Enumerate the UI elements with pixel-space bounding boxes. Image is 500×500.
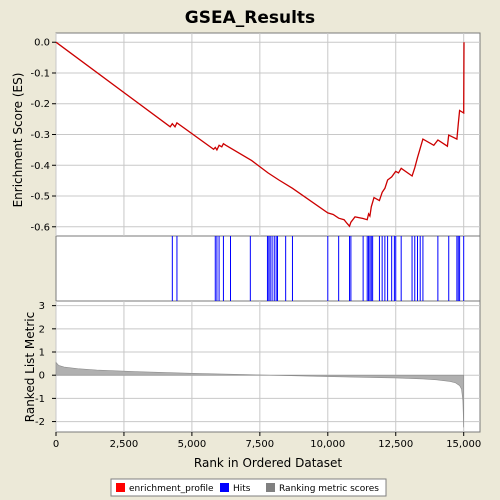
- legend-label-ranking-metric: Ranking metric scores: [279, 484, 379, 494]
- es-y-tick-label-1: -0.1: [30, 68, 50, 79]
- ranking-metric-area: [55, 361, 464, 428]
- legend-swatch-enrichment-profile: [116, 483, 125, 492]
- enrichment-profile-polyline: [55, 41, 465, 228]
- rank-y-axis: 3 2 1 0 -1 -2: [35, 301, 56, 428]
- hit-markers: [171, 236, 465, 301]
- legend: enrichment_profile Hits Ranking metric s…: [110, 478, 387, 497]
- x-tick-label-0: 0: [53, 439, 59, 450]
- rank-y-tick-label-4: -1: [35, 394, 45, 405]
- es-y-tick-label-5: -0.5: [30, 192, 50, 203]
- es-y-axis: 0.0 -0.1 -0.2 -0.3 -0.4 -0.5 -0.6: [30, 38, 56, 233]
- x-tick-label-5: 12,500: [378, 439, 413, 450]
- rank-y-tick-label-3: 0: [39, 371, 45, 382]
- x-tick-label-1: 2,500: [110, 439, 139, 450]
- es-y-tick-label-0: 0.0: [34, 38, 50, 49]
- x-axis-label: Rank in Ordered Dataset: [194, 456, 342, 470]
- rank-y-tick-label-0: 3: [39, 301, 45, 312]
- legend-box: [110, 478, 387, 497]
- x-tick-label-3: 7,500: [246, 439, 275, 450]
- x-tick-label-6: 15,000: [446, 439, 481, 450]
- x-axis: 0 2,500 5,000 7,500 10,000 12,500 15,000: [53, 432, 481, 450]
- x-tick-label-4: 10,000: [310, 439, 345, 450]
- hits-panel: [55, 235, 481, 302]
- enrichment-profile-line: [55, 41, 465, 228]
- legend-label-hits: Hits: [233, 484, 251, 494]
- es-y-tick-label-6: -0.6: [30, 222, 50, 233]
- rank-y-tick-label-2: 1: [39, 348, 45, 359]
- es-grid: [55, 33, 480, 236]
- ranking-metric-path: [55, 361, 464, 428]
- rank-y-tick-label-5: -2: [35, 417, 45, 428]
- ranking-panel: [55, 300, 481, 433]
- legend-swatch-ranking-metric: [266, 483, 275, 492]
- rank-y-axis-label: Ranked List Metric: [23, 312, 37, 422]
- es-y-tick-label-3: -0.3: [30, 130, 50, 141]
- x-tick-label-2: 5,000: [178, 439, 207, 450]
- rank-y-tick-label-1: 2: [39, 324, 45, 335]
- es-y-tick-label-4: -0.4: [30, 161, 50, 172]
- legend-swatch-hits: [220, 483, 229, 492]
- es-y-axis-label: Enrichment Score (ES): [11, 73, 25, 208]
- chart-title: GSEA_Results: [185, 8, 315, 28]
- es-y-tick-label-2: -0.2: [30, 99, 50, 110]
- legend-label-enrichment-profile: enrichment_profile: [129, 484, 214, 494]
